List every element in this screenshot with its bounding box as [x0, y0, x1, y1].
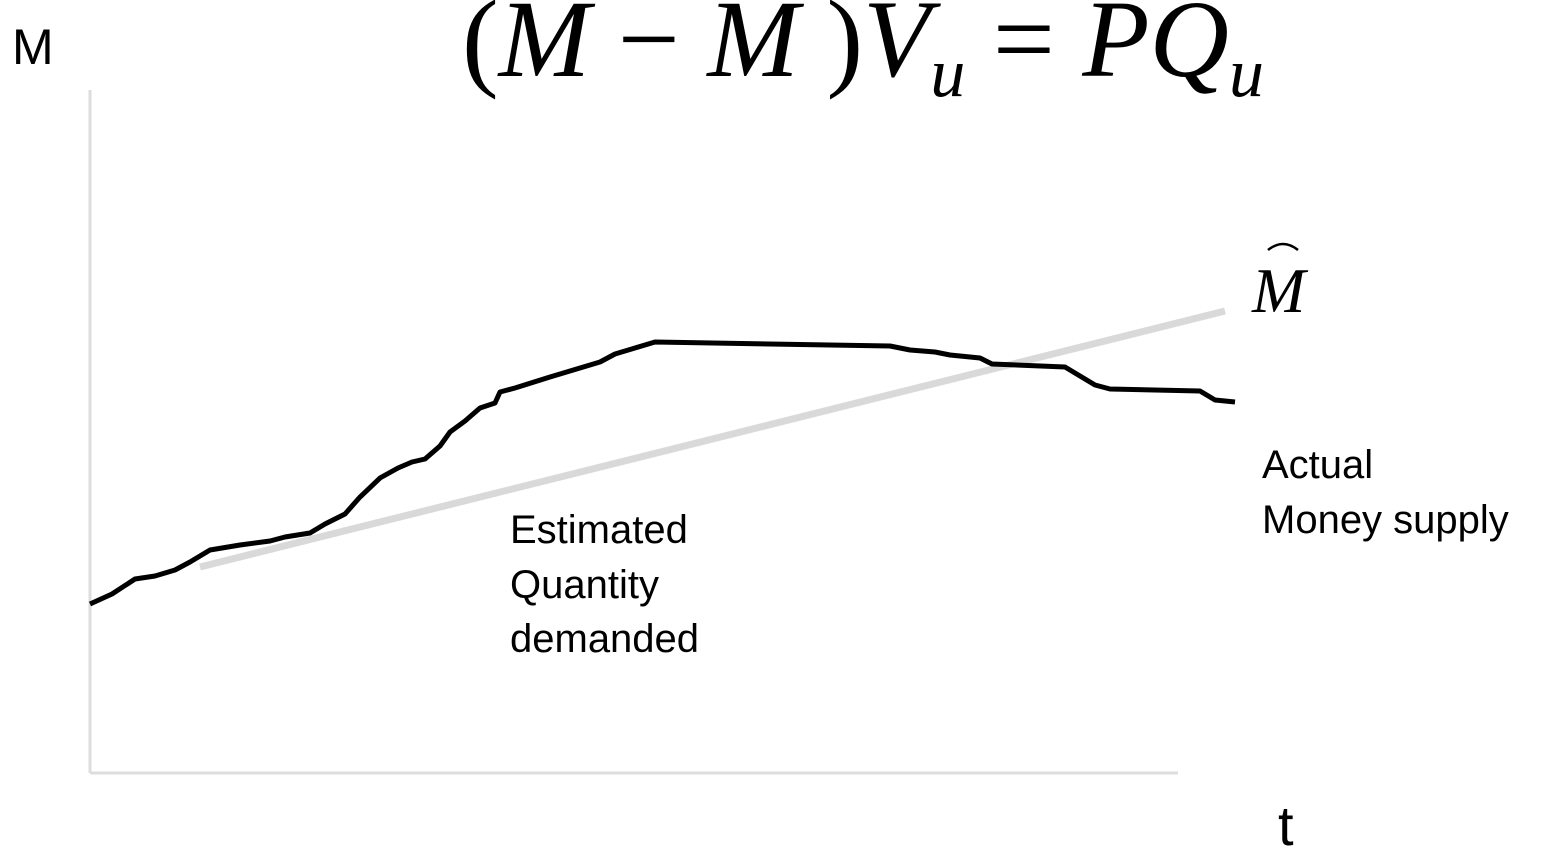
equation-part: PQ — [1081, 0, 1229, 100]
hat — [1267, 242, 1299, 252]
equation-part: ) — [799, 0, 863, 100]
x-axis-label: t — [1278, 794, 1294, 851]
equation-part: M — [705, 0, 804, 100]
equation-part: M — [497, 0, 596, 100]
equation-part: ( — [462, 0, 499, 100]
equation-subscript: u — [930, 35, 965, 112]
equation-part: V — [863, 0, 941, 100]
y-axis-label: M — [12, 19, 54, 75]
estimated-label: Estimated Quantity demanded — [510, 508, 699, 661]
label-line: Estimated — [510, 508, 688, 552]
equation-part: − — [590, 0, 707, 100]
label-line: Actual — [1262, 443, 1373, 487]
estimated-line — [199, 307, 1226, 571]
label-line: Quantity — [510, 563, 659, 607]
equation: (M − M )Vu = PQu — [462, 0, 1264, 112]
estimated-symbol: M — [1251, 255, 1309, 326]
actual-label: Actual Money supply — [1262, 443, 1509, 542]
actual-curve — [88, 339, 1236, 607]
label-line: Money supply — [1262, 498, 1509, 542]
equation-part: = — [965, 0, 1082, 100]
equation-subscript: u — [1229, 35, 1264, 112]
label-line: demanded — [510, 617, 699, 661]
